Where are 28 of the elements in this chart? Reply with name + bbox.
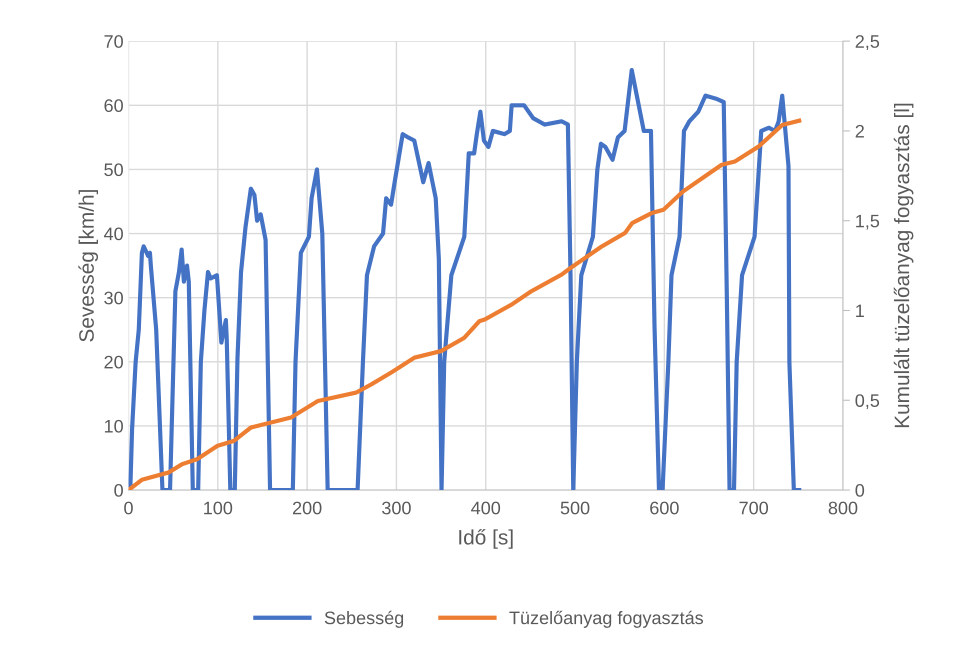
x-tick-label: 200 xyxy=(292,502,322,514)
x-tick-label: 300 xyxy=(382,502,411,514)
y2-tick-label: 0,5 xyxy=(855,394,880,410)
y2-tick-label: 2,5 xyxy=(856,35,880,50)
x-axis-title: Idő [s] xyxy=(459,529,513,549)
y-tick-label: 70 xyxy=(104,35,123,48)
y2-tick-label: 1,5 xyxy=(856,214,880,230)
y-tick-label: 40 xyxy=(104,227,123,240)
y2-tick-label: 1 xyxy=(856,304,864,318)
y-tick-label: 0 xyxy=(114,484,123,497)
x-tick-label: 0 xyxy=(124,502,133,514)
y2-axis-title: Kumulált tüzelőanyag fogyasztás [l] xyxy=(894,104,914,428)
x-tick-label: 100 xyxy=(204,502,232,514)
x-tick-label: 800 xyxy=(828,502,858,514)
y-tick-label: 50 xyxy=(104,163,123,176)
y-tick-label: 60 xyxy=(104,99,123,112)
legend-label: Sebesség xyxy=(324,610,404,628)
y-tick-label: 30 xyxy=(104,292,123,304)
y-tick-label: 10 xyxy=(104,420,123,433)
x-tick-label: 400 xyxy=(471,502,500,514)
y2-tick-label: 2 xyxy=(856,124,864,138)
legend-label: Tüzelőanyag fogyasztás xyxy=(509,610,704,628)
y-tick-label: 20 xyxy=(104,356,123,369)
x-tick-label: 700 xyxy=(740,502,768,514)
y2-tick-label: 0 xyxy=(855,484,864,497)
x-tick-label: 600 xyxy=(650,502,679,514)
x-tick-label: 500 xyxy=(560,502,590,514)
y-axis-title: Sevesség [km/h] xyxy=(78,190,98,342)
